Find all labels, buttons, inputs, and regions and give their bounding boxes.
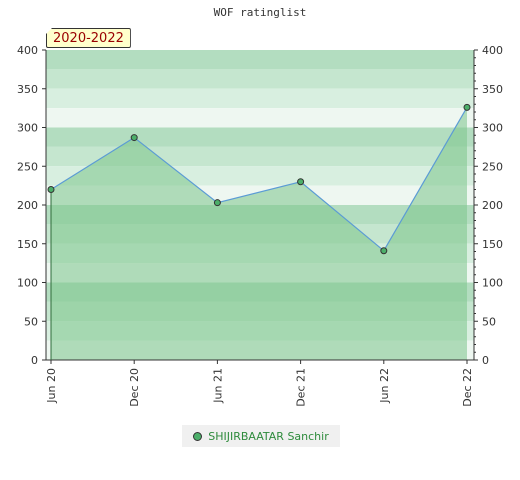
y-tick-label-left: 300 xyxy=(17,122,38,135)
y-tick-label-left: 0 xyxy=(31,354,38,367)
background-band xyxy=(46,69,474,89)
y-tick-label-right: 350 xyxy=(482,83,503,96)
y-tick-label-right: 400 xyxy=(482,44,503,57)
x-tick-label: Dec 21 xyxy=(295,368,308,407)
y-tick-label-right: 150 xyxy=(482,238,503,251)
x-tick-label: Dec 20 xyxy=(128,368,141,407)
series-line xyxy=(50,107,468,252)
background-band xyxy=(46,50,474,70)
y-tick-label-left: 350 xyxy=(17,83,38,96)
data-point xyxy=(213,199,221,207)
x-tick-label: Jun 21 xyxy=(211,368,224,404)
chart-title: WOF ratinglist xyxy=(213,6,307,19)
background-band xyxy=(46,127,474,147)
y-tick-label-right: 50 xyxy=(482,315,496,328)
y-tick-label-right: 200 xyxy=(482,199,503,212)
y-tick-label-right: 300 xyxy=(482,122,503,135)
legend[interactable]: SHIJIRBAATAR Sanchir xyxy=(182,425,340,447)
y-tick-label-right: 250 xyxy=(482,160,503,173)
data-point xyxy=(47,186,55,193)
x-tick-label: Jun 22 xyxy=(378,368,391,404)
legend-label: SHIJIRBAATAR Sanchir xyxy=(208,429,329,443)
background-band xyxy=(46,108,474,128)
y-tick-label-left: 100 xyxy=(17,277,38,290)
x-tick-label: Dec 22 xyxy=(461,368,474,407)
data-point xyxy=(130,134,138,142)
period-badge: 2020-2022 xyxy=(46,28,131,48)
y-tick-label-right: 0 xyxy=(482,354,489,367)
data-point xyxy=(380,247,388,255)
background-band xyxy=(46,88,474,109)
y-tick-label-right: 100 xyxy=(482,277,503,290)
series-area xyxy=(51,107,467,360)
data-point xyxy=(297,178,305,186)
y-tick-label-left: 50 xyxy=(24,315,38,328)
y-tick-label-left: 400 xyxy=(17,44,38,57)
y-tick-label-left: 200 xyxy=(17,199,38,212)
data-point xyxy=(463,103,471,111)
y-tick-label-left: 150 xyxy=(17,238,38,251)
legend-marker-icon xyxy=(193,431,203,441)
y-tick-label-left: 250 xyxy=(17,160,38,173)
x-tick-label: Jun 20 xyxy=(45,368,58,404)
